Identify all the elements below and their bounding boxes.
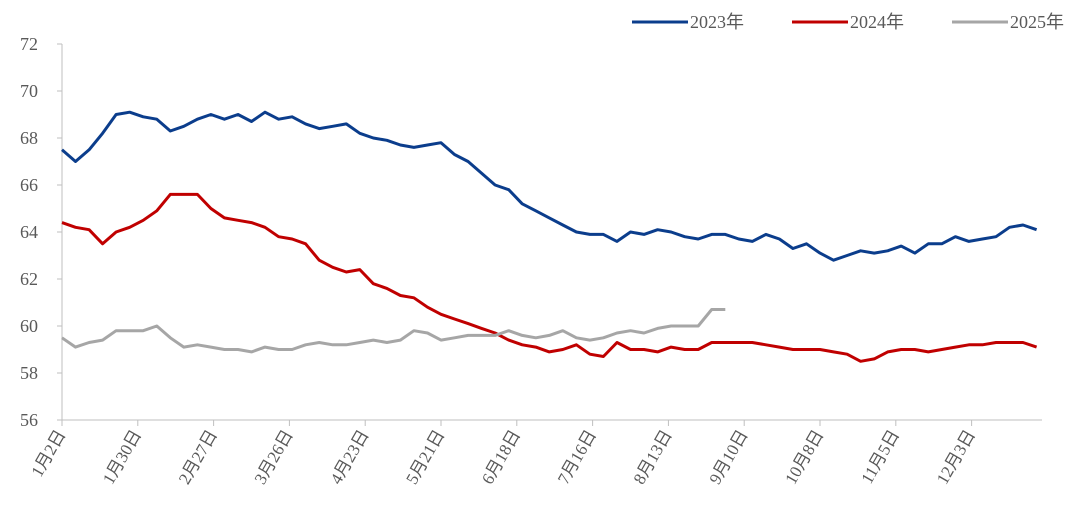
- x-tick-label: 8月13日: [630, 427, 676, 488]
- x-tick-label: 1月30日: [99, 427, 145, 488]
- x-tick-label: 10月8日: [781, 427, 827, 488]
- line-series: [61, 110, 1038, 262]
- legend-label: 2023年: [690, 12, 744, 32]
- y-tick-label: 66: [20, 175, 38, 195]
- legend-label: 2024年: [850, 12, 904, 32]
- y-tick-label: 62: [20, 269, 38, 289]
- x-tick-label: 11月5日: [857, 427, 903, 487]
- y-tick-label: 56: [20, 410, 38, 430]
- line-series: [61, 308, 726, 354]
- y-tick-label: 72: [20, 34, 38, 54]
- y-tick-label: 64: [20, 222, 38, 242]
- x-tick-label: 6月18日: [478, 427, 524, 488]
- x-tick-label: 4月23日: [326, 427, 372, 488]
- y-tick-label: 60: [20, 316, 38, 336]
- line-series: [61, 192, 1038, 363]
- x-tick-label: 7月16日: [554, 427, 600, 488]
- x-tick-label: 12月3日: [933, 427, 979, 488]
- x-tick-label: 2月27日: [175, 427, 221, 488]
- y-tick-label: 70: [20, 81, 38, 101]
- y-tick-label: 68: [20, 128, 38, 148]
- x-tick-label: 1月2日: [28, 427, 70, 481]
- x-tick-label: 9月10日: [705, 427, 751, 488]
- y-tick-label: 58: [20, 363, 38, 383]
- x-tick-label: 5月21日: [402, 427, 448, 488]
- x-tick-label: 3月26日: [251, 427, 297, 488]
- legend-label: 2025年: [1010, 12, 1064, 32]
